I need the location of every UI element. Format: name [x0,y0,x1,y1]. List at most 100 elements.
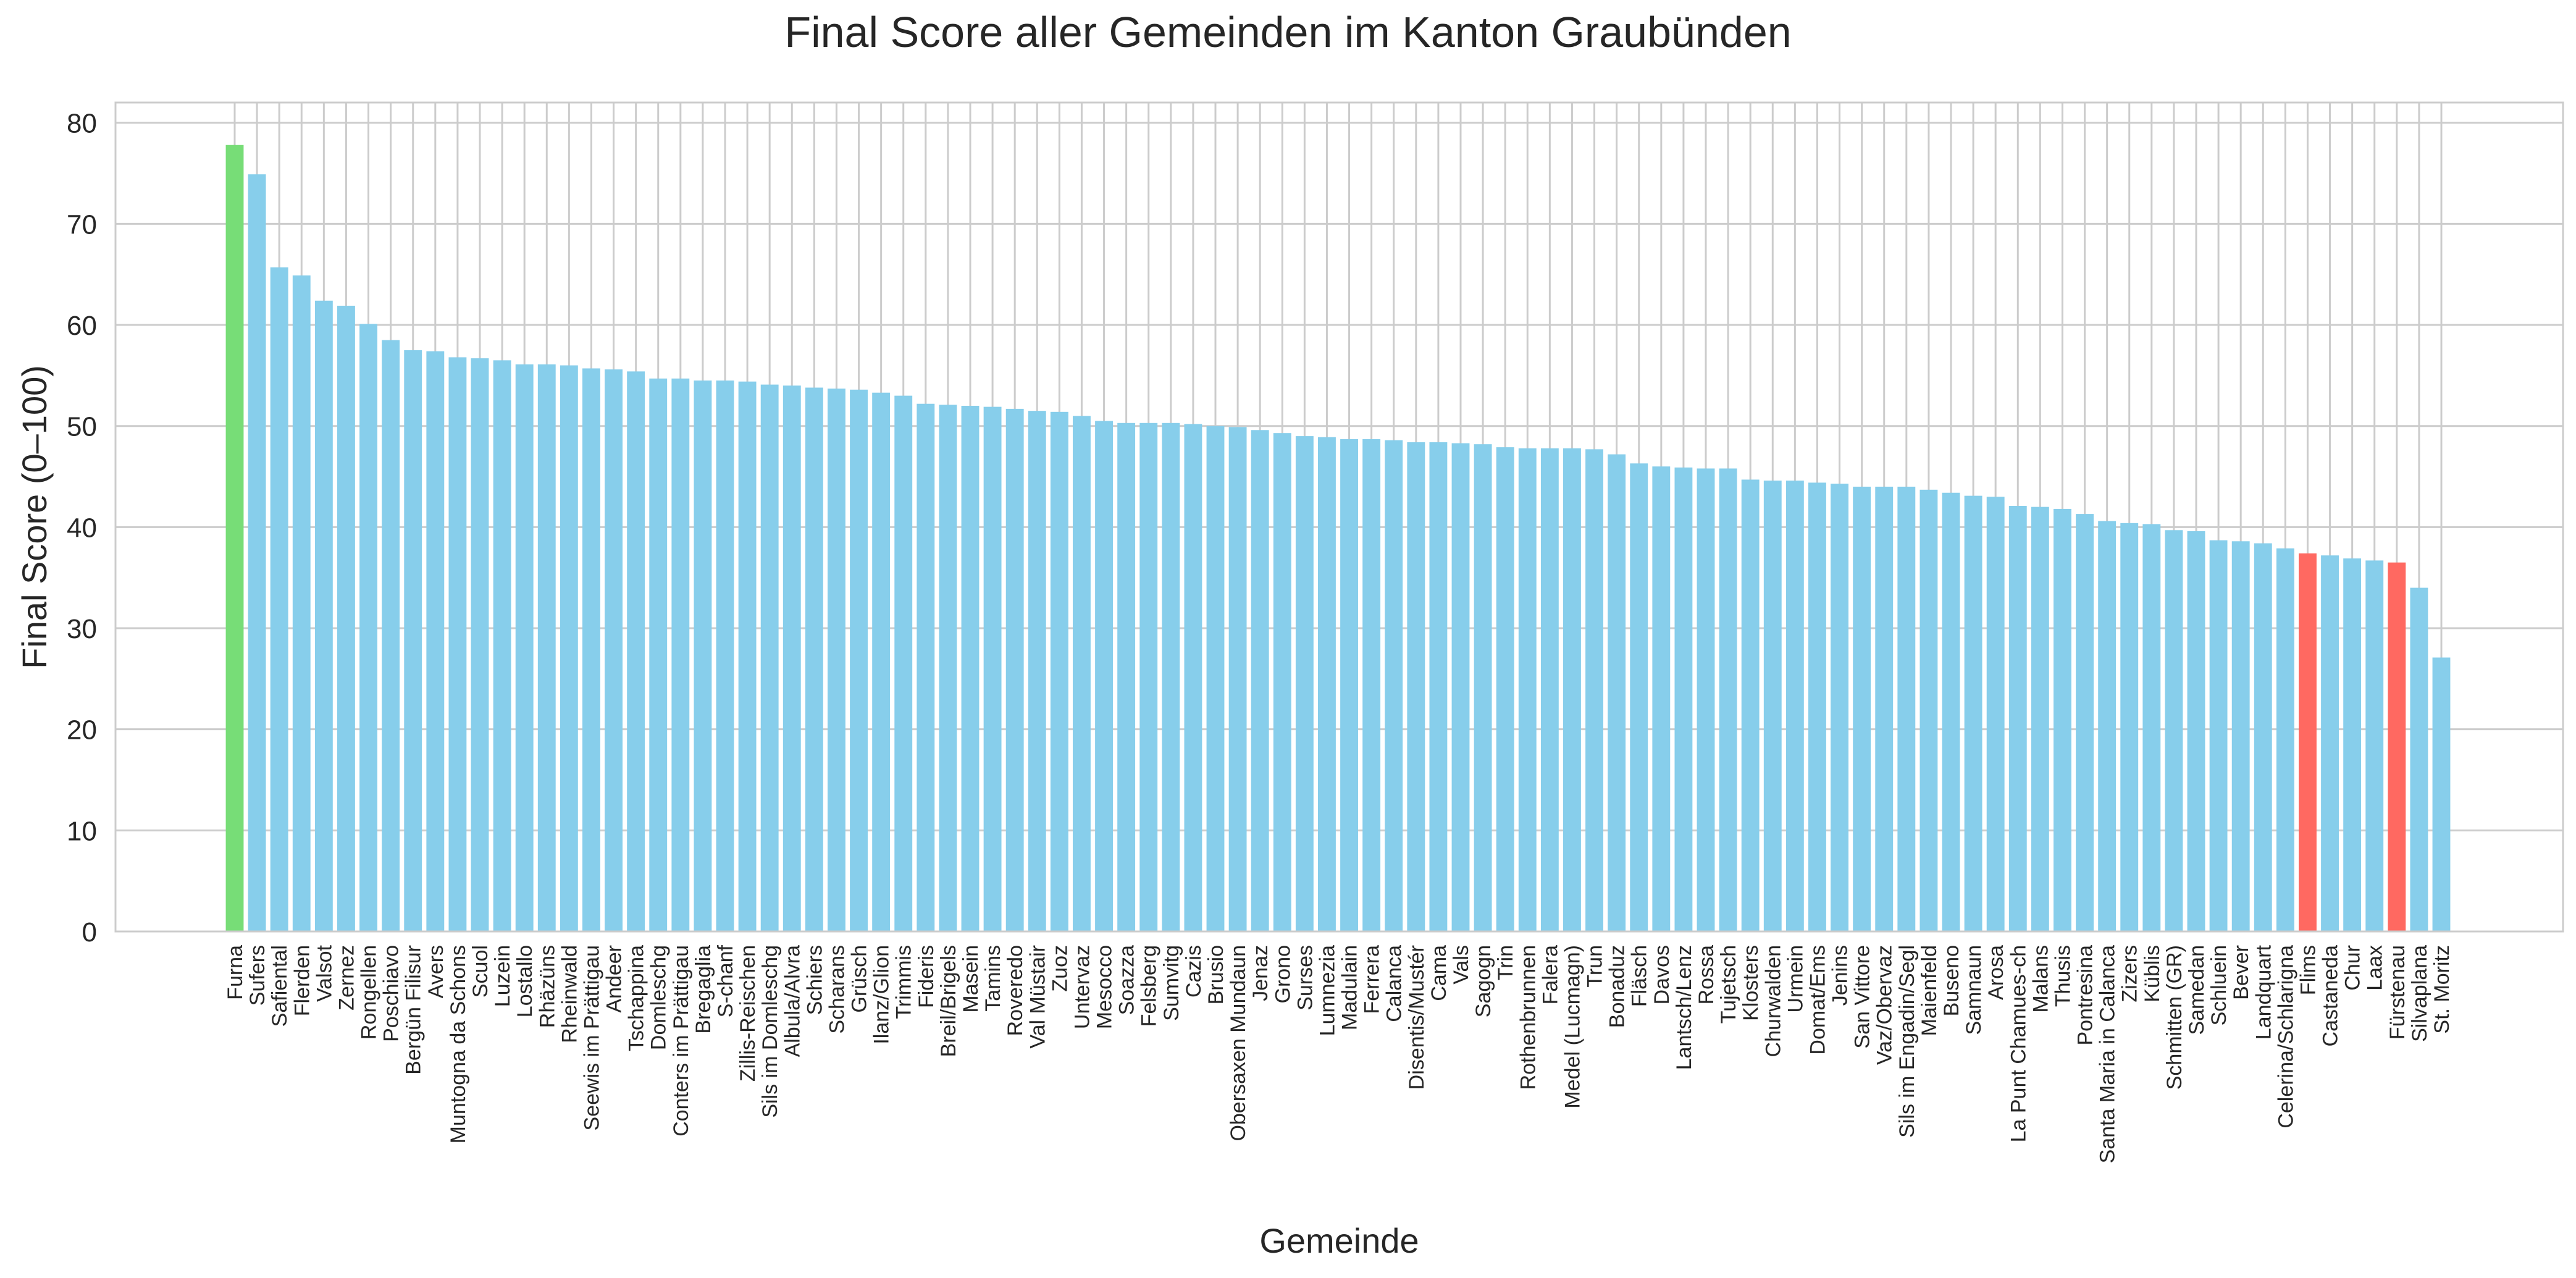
x-tick-label: Luzein [491,945,514,1007]
bar-bregaglia [694,380,712,931]
bar-tschappina [627,371,645,931]
x-tick-label: Falera [1538,945,1562,1004]
x-tick-label: Sumvitg [1160,945,1183,1021]
bar-maienfeld [1919,489,1938,931]
x-tick-label: Poschiavo [380,945,403,1042]
bar-samedan [2187,531,2205,931]
x-tick-label: La Punt Chamues-ch [2007,945,2030,1142]
bar-laax [2365,560,2384,931]
x-tick-label: Vals [1450,945,1473,985]
x-tick-label: Churwalden [1761,945,1785,1057]
x-tick-label: Lostallo [513,945,537,1017]
bar-medel-lucmagn- [1563,448,1581,931]
x-tick-label: Brusio [1204,945,1228,1004]
bar-landquart [2254,543,2272,931]
x-tick-label: Breil/Brigels [937,945,960,1057]
bar-madulain [1340,439,1358,931]
bar-grono [1273,433,1291,931]
x-tick-label: Andeer [603,945,626,1013]
bar-calanca [1385,440,1403,931]
bar-tamins [983,406,1002,931]
bar-san-vittore [1853,486,1871,931]
x-tick-label: Albula/Alvra [781,945,804,1057]
bar-sumvitg [1162,422,1180,931]
x-tick-label: Conters im Prättigau [669,945,693,1137]
x-tick-label: Trin [1494,945,1517,980]
bar-domleschg [649,378,668,931]
bar-scharans [828,389,845,931]
x-tick-label: Maienfeld [1918,945,1941,1036]
bar-felsberg [1139,422,1158,931]
bar-lantsch-lenz [1674,467,1693,931]
bar-disentis-mustér [1407,442,1425,931]
x-tick-label: Muntogna da Schons [447,945,470,1143]
bar-trun [1585,449,1603,931]
x-tick-label: Grüsch [848,945,871,1013]
x-tick-label: Chur [2341,945,2365,991]
x-tick-label: Soazza [1115,945,1139,1015]
bar-sils-im-engadin-segl [1897,486,1916,931]
x-tick-label: Scharans [825,945,849,1034]
x-tick-label: Castaneda [2319,945,2343,1047]
bar-falera [1540,448,1559,931]
bar-poschiavo [382,340,400,931]
x-tick-label: Schmitten (GR) [2163,945,2186,1090]
x-tick-label: Rongellen [358,945,381,1040]
x-tick-label: Surses [1293,945,1317,1011]
y-axis-label: Final Score (0–100) [15,365,54,669]
x-tick-label: Tschappina [625,945,648,1051]
x-tick-label: Bever [2230,945,2253,1000]
bar-breil-brigels [939,405,957,931]
x-tick-label: Avers [424,945,448,998]
bar-santa-maria-in-calanca [2098,521,2117,931]
x-tick-label: Rothenbrunnen [1516,945,1540,1090]
x-tick-label: Seewis im Prättigau [580,945,603,1130]
x-tick-label: Fürstenau [2386,945,2409,1040]
bar-lumnezia [1318,437,1336,931]
bar-thusis [2054,508,2071,931]
x-tick-label: Thusis [2051,945,2075,1007]
x-tick-label: Bonaduz [1606,945,1629,1028]
bar-zuoz [1050,411,1068,931]
bar-sils-im-domleschg [760,384,779,931]
bar-fürstenau [2388,562,2406,931]
bar-rhäzüns [537,364,556,931]
bar-val-müstair [1028,411,1046,931]
x-tick-label: Untervaz [1070,945,1094,1029]
x-axis-ticks: FurnaSufersSafientalFlerdenValsotZernezR… [224,944,2454,1163]
x-tick-label: Rhäzüns [535,945,559,1028]
x-tick-label: Arosa [1984,945,2008,1000]
bar-la-punt-chamues-ch [2008,505,2027,931]
x-tick-label: Fideris [915,945,938,1008]
x-tick-label: Zuoz [1048,945,1072,992]
x-tick-label: Cazis [1182,945,1206,998]
x-tick-label: St. Moritz [2430,945,2454,1034]
x-tick-label: Sils im Domleschg [758,945,782,1118]
bar-urmein [1785,481,1804,931]
x-tick-label: Valsot [313,944,336,1002]
bar-zillis-reischen [738,381,757,931]
y-axis-ticks: 0 10 20 30 40 50 60 70 80 [67,109,97,948]
bar-davos [1652,466,1671,931]
bar-conters-im-prättigau [671,378,690,931]
bar-seewis-im-prättigau [582,368,600,931]
bar-untervaz [1073,416,1091,931]
x-tick-label: Lumnezia [1315,945,1339,1036]
bar-valsot [314,300,333,931]
x-tick-label: Safiental [268,945,292,1027]
x-tick-label: Rossa [1695,945,1718,1004]
bar-s-chanf [716,380,734,931]
x-tick-label: Tujetsch [1717,945,1740,1024]
x-tick-label: Zernez [335,945,358,1011]
x-tick-label: Flims [2296,945,2320,995]
bar-trimmis [894,395,913,931]
x-tick-label: Domat/Ems [1806,945,1829,1055]
bar-malans [2031,507,2049,931]
bar-arosa [1986,497,2005,931]
x-tick-label: Zillis-Reischen [736,945,760,1082]
x-tick-label: Jenaz [1249,945,1272,1001]
bar-chur [2343,558,2362,931]
x-tick-label: Fläsch [1628,945,1651,1007]
bar-domat-ems [1808,482,1826,931]
